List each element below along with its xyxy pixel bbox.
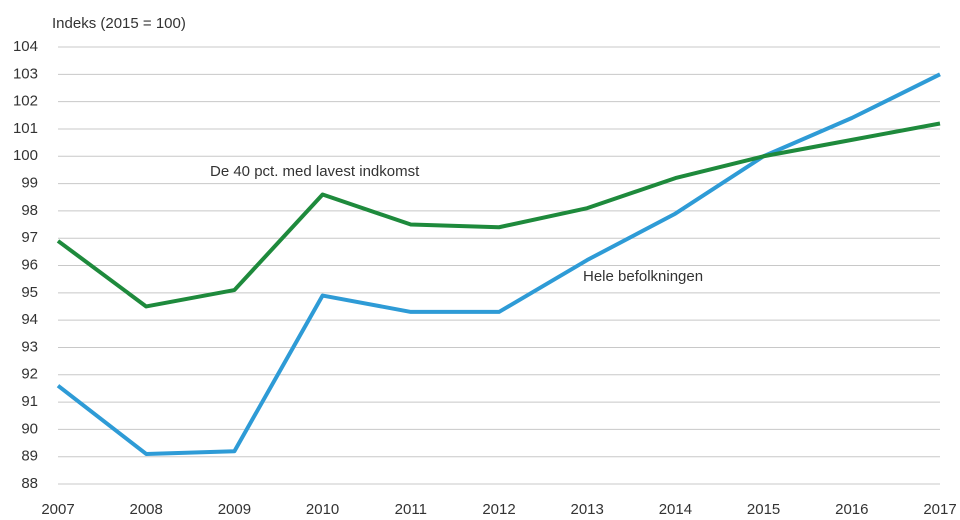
y-tick-label: 102 [13,93,38,110]
y-axis-label: Indeks (2015 = 100) [52,15,186,32]
x-tick-label: 2009 [218,501,251,518]
x-tick-label: 2017 [923,501,956,518]
y-tick-label: 93 [21,338,38,355]
y-tick-label: 103 [13,65,38,82]
y-tick-label: 89 [21,448,38,465]
y-tick-label: 94 [21,311,38,328]
series-label: Hele befolkningen [583,268,703,285]
x-tick-label: 2013 [571,501,604,518]
x-tick-label: 2007 [41,501,74,518]
x-tick-label: 2016 [835,501,868,518]
y-tick-label: 100 [13,147,38,164]
y-tick-label: 96 [21,256,38,273]
x-tick-label: 2010 [306,501,339,518]
y-tick-label: 104 [13,38,38,55]
y-tick-label: 88 [21,475,38,492]
x-tick-label: 2014 [659,501,692,518]
y-tick-label: 101 [13,120,38,137]
y-tick-label: 97 [21,229,38,246]
x-tick-label: 2012 [482,501,515,518]
series-label: De 40 pct. med lavest indkomst [210,163,420,180]
y-tick-label: 90 [21,420,38,437]
y-tick-label: 91 [21,393,38,410]
y-tick-label: 92 [21,366,38,383]
series-line [56,72,941,456]
y-tick-label: 99 [21,175,38,192]
x-tick-label: 2015 [747,501,780,518]
y-tick-label: 98 [21,202,38,219]
y-tick-label: 95 [21,284,38,301]
x-tick-label: 2011 [395,501,427,518]
series-line [56,121,941,309]
x-tick-label: 2008 [130,501,163,518]
